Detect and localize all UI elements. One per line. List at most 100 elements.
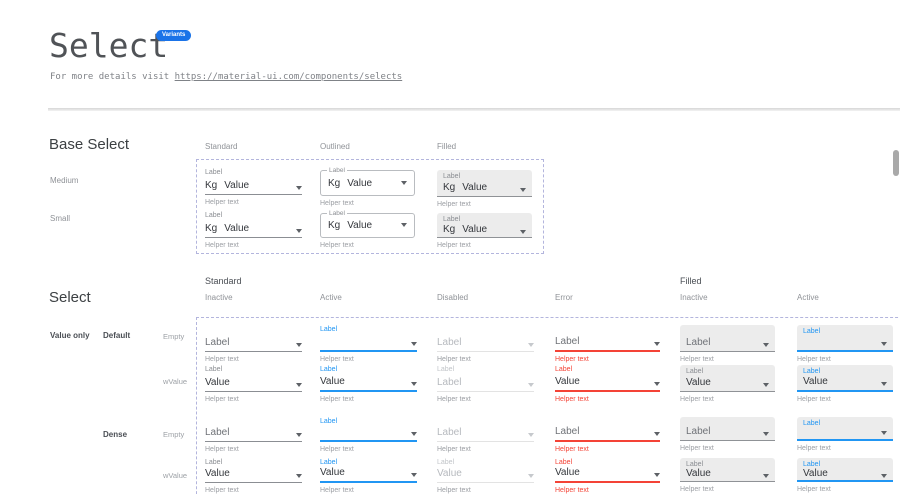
- dropdown-arrow-icon: [881, 342, 887, 346]
- floating-label: Label: [803, 368, 821, 375]
- select-states-boundary: [196, 317, 900, 494]
- scrollbar-thumb[interactable]: [893, 150, 899, 176]
- select-field[interactable]: Label: [680, 417, 775, 441]
- helper-text: Helper text: [320, 396, 354, 403]
- header-divider: [48, 108, 900, 111]
- helper-text: Helper text: [205, 396, 239, 403]
- helper-text: Helper text: [437, 487, 471, 494]
- helper-text: Helper text: [320, 487, 354, 494]
- base-outlined-medium-select: Label Kg Value Helper text: [320, 167, 415, 208]
- helper-text: Helper text: [555, 446, 589, 453]
- select-standard-active-empty-dense: Label Helper text: [320, 417, 417, 454]
- helper-text: Helper text: [680, 356, 714, 363]
- select-field[interactable]: Label Value: [680, 365, 775, 392]
- docs-link[interactable]: https://material-ui.com/components/selec…: [174, 72, 403, 82]
- select-value-row: [803, 337, 887, 350]
- floating-label: Label: [803, 420, 821, 427]
- select-field[interactable]: Label Value: [797, 458, 893, 482]
- column-header-filled: Filled: [437, 142, 457, 151]
- floating-label: Label: [205, 212, 223, 219]
- select-field: Value: [437, 466, 534, 483]
- select-standard-disabled-wvalue: Label Label Helper text: [437, 365, 534, 404]
- group-header-filled: Filled: [680, 276, 702, 286]
- select-field[interactable]: Value: [205, 375, 302, 392]
- helper-text: Helper text: [797, 445, 831, 452]
- helper-text: Helper text: [797, 486, 831, 493]
- state-header-inactive: Inactive: [205, 293, 233, 302]
- select-field[interactable]: Label: [555, 425, 660, 442]
- helper-text: Helper text: [437, 356, 471, 363]
- select-standard-disabled-wvalue-dense: Label Value Helper text: [437, 458, 534, 494]
- helper-text: Helper text: [205, 242, 239, 249]
- select-standard-active-wvalue-dense: Label Value Helper text: [320, 458, 417, 494]
- select-filled-active-empty: Label Helper text: [797, 325, 893, 364]
- select-field[interactable]: Label: [555, 335, 660, 352]
- select-field[interactable]: Label Value: [680, 458, 775, 482]
- select-field[interactable]: Label: [205, 425, 302, 442]
- select-field[interactable]: Label Kg Value: [320, 210, 415, 238]
- select-value-row: Label: [686, 337, 769, 351]
- floating-label-placeholder: [555, 417, 660, 425]
- group-header-standard: Standard: [205, 276, 242, 286]
- select-field[interactable]: [320, 425, 417, 442]
- select-field[interactable]: Label Kg Value: [437, 213, 532, 238]
- select-field[interactable]: Kg Value: [205, 178, 302, 195]
- dropdown-arrow-icon: [654, 473, 660, 477]
- select-standard-active-empty: Label Helper text: [320, 325, 417, 364]
- row-header-default: Default: [103, 331, 131, 340]
- dropdown-arrow-icon: [411, 473, 417, 477]
- select-standard-active-wvalue: Label Value Helper text: [320, 365, 417, 404]
- floating-label: Label: [686, 461, 704, 468]
- select-field[interactable]: Label Kg Value: [320, 167, 415, 196]
- base-outlined-small-select: Label Kg Value Helper text: [320, 210, 415, 250]
- select-field: Label: [437, 425, 534, 442]
- select-field[interactable]: Value: [320, 375, 417, 392]
- select-filled-inactive-empty: Label Helper text: [680, 325, 775, 364]
- floating-label: Label: [205, 366, 223, 373]
- select-standard-disabled-empty-dense: Label Helper text: [437, 417, 534, 454]
- floating-label: Label: [803, 461, 821, 468]
- select-field[interactable]: Label: [205, 335, 302, 352]
- helper-text: Helper text: [555, 487, 589, 494]
- helper-text: Helper text: [437, 396, 471, 403]
- select-field[interactable]: Value: [320, 466, 417, 483]
- select-field[interactable]: Value: [555, 375, 660, 392]
- dropdown-arrow-icon: [296, 186, 302, 190]
- select-field[interactable]: Label: [797, 417, 893, 441]
- floating-label: Label: [320, 326, 338, 333]
- select-value: Value: [803, 468, 828, 479]
- row-header-small: Small: [50, 214, 71, 223]
- floating-label: Label: [686, 368, 704, 375]
- select-field[interactable]: Label Kg Value: [437, 170, 532, 197]
- select-field[interactable]: Value: [555, 466, 660, 483]
- floating-label-placeholder: [437, 417, 534, 425]
- select-value: Value: [686, 468, 711, 479]
- row-group-value-only: Value only: [50, 331, 90, 340]
- floating-label: Label: [320, 418, 338, 425]
- select-field[interactable]: Label: [680, 325, 775, 352]
- helper-text: Helper text: [320, 242, 354, 249]
- select-value-row: Label: [686, 426, 769, 440]
- floating-label: Label: [205, 169, 223, 176]
- dropdown-arrow-icon: [763, 474, 769, 478]
- floating-label-placeholder: [205, 325, 302, 335]
- dropdown-arrow-icon: [411, 342, 417, 346]
- select-field[interactable]: Label: [797, 325, 893, 352]
- helper-text: Helper text: [555, 396, 589, 403]
- dropdown-arrow-icon: [654, 342, 660, 346]
- floating-label-placeholder: [686, 327, 769, 337]
- select-field[interactable]: [320, 335, 417, 352]
- select-field[interactable]: Label Value: [797, 365, 893, 392]
- state-header-filled-inactive: Inactive: [680, 293, 708, 302]
- subtitle-text: For more details visit: [50, 72, 175, 82]
- select-field[interactable]: Value: [205, 466, 302, 483]
- floating-label: Label: [320, 366, 338, 373]
- floating-label: Label: [803, 328, 821, 335]
- floating-label: Label: [555, 459, 573, 466]
- select-field[interactable]: Kg Value: [205, 221, 302, 238]
- select-filled-inactive-empty-dense: Label Helper text: [680, 417, 775, 453]
- resting-label: Label: [437, 337, 462, 348]
- resting-label: Label: [555, 426, 580, 437]
- select-value-row: Value: [686, 468, 769, 482]
- floating-label-placeholder: [205, 417, 302, 425]
